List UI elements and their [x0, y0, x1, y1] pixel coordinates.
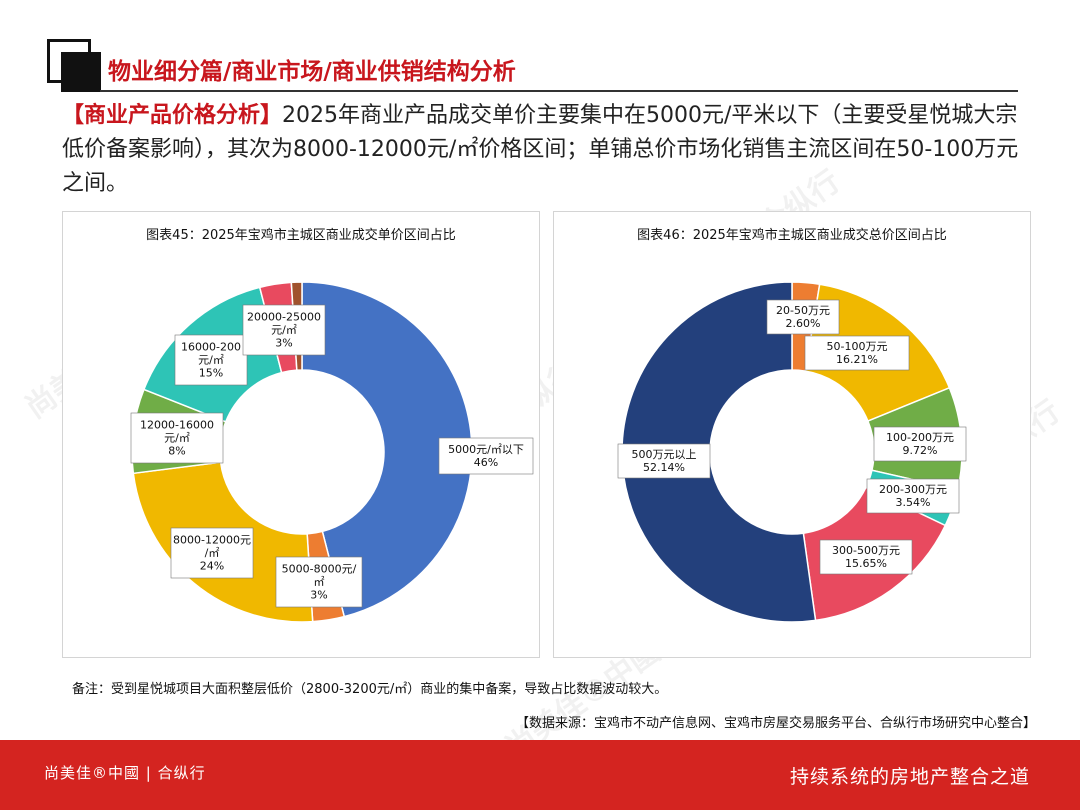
slice-label: 3.54% — [896, 496, 931, 509]
slice-label: 52.14% — [643, 461, 685, 474]
slice-label-box — [438, 437, 534, 475]
slice-label-box — [242, 304, 326, 356]
slice-label: 5000-8000元/ — [282, 563, 357, 576]
slice-label: 元/㎡ — [271, 324, 297, 337]
slice-label: /㎡ — [205, 547, 220, 560]
slice-label-box — [819, 539, 913, 575]
footer-slogan: 持续系统的房地产整合之道 — [789, 766, 1030, 788]
slice-label-box — [873, 426, 967, 462]
slice-label: 元/㎡ — [164, 432, 190, 445]
slice-label-box — [617, 443, 711, 479]
brand-logo-text: 尚美佳®中國 | 合纵行 — [44, 764, 206, 782]
slice-label: 24% — [200, 560, 224, 573]
slice-label: 9.72% — [903, 444, 938, 457]
slice-label: 20000-25000 — [247, 311, 321, 324]
header-square-filled — [61, 52, 101, 92]
slice-label: 20-50万元 — [776, 304, 830, 317]
intro-highlight: 【商业产品价格分析】 — [62, 103, 283, 128]
slice-label: 50-100万元 — [827, 340, 888, 353]
chart-title: 图表45：2025年宝鸡市主城区商业成交单价区间占比 — [146, 228, 456, 243]
slice-label-box — [804, 335, 910, 371]
slice-label: 5000元/㎡以下 — [448, 443, 524, 456]
slice-label: 15.65% — [845, 557, 887, 570]
donut-slice — [301, 281, 473, 618]
footnote: 备注：受到星悦城项目大面积整层低价（2800-3200元/㎡）商业的集中备案，导… — [72, 682, 668, 697]
slice-label: 200-300万元 — [879, 483, 947, 496]
donut-slice — [621, 281, 817, 623]
intro-paragraph: 【商业产品价格分析】2025年商业产品成交单价主要集中在5000元/平米以下（主… — [62, 99, 1022, 201]
slice-label: 3% — [275, 337, 292, 350]
slice-label-box — [766, 299, 840, 335]
slice-label: 46% — [474, 456, 498, 469]
chart-title: 图表46：2025年宝鸡市主城区商业成交总价区间占比 — [637, 228, 947, 243]
slice-label: 300-500万元 — [832, 544, 900, 557]
slice-label: 500万元以上 — [632, 448, 697, 461]
data-source: 【数据来源：宝鸡市不动产信息网、宝鸡市房屋交易服务平台、合纵行市场研究中心整合】 — [515, 716, 1036, 731]
slice-label-box — [866, 478, 960, 514]
slice-label: 100-200万元 — [886, 431, 954, 444]
slice-label: 16.21% — [836, 353, 878, 366]
slice-label-box — [275, 556, 363, 608]
footer-bar: 尚美佳®中國 | 合纵行 持续系统的房地产整合之道 — [0, 740, 1080, 810]
slice-label: ㎡ — [314, 576, 325, 589]
slice-label: 15% — [199, 367, 223, 380]
intro-text: 2025年商业产品成交单价主要集中在5000元/平米以下（主要受星悦城大宗低价备… — [62, 103, 1019, 196]
page-title: 物业细分篇/商业市场/商业供销结构分析 — [108, 59, 516, 85]
slice-label: 8000-12000元 — [173, 534, 251, 547]
slice-label: 元/㎡ — [198, 354, 224, 367]
slice-label-box — [170, 527, 254, 579]
total-price-chart-panel: 图表46：2025年宝鸡市主城区商业成交总价区间占比 20-50万元 2.60% 5… — [553, 211, 1031, 658]
slice-label: 3% — [310, 589, 327, 602]
slice-label-box — [174, 334, 248, 386]
slice-label: 2.60% — [786, 317, 821, 330]
header-divider — [100, 90, 1018, 92]
slice-label: 12000-16000 — [140, 419, 214, 432]
unit-price-donut-chart: 5000元/㎡以下46%5000-8000元/㎡3%8000-12000元/㎡2… — [130, 281, 534, 623]
unit-price-chart-panel: 图表45：2025年宝鸡市主城区商业成交单价区间占比 5000元/㎡以下 46% 5… — [62, 211, 540, 658]
slice-label-box — [130, 412, 224, 464]
slice-label: 8% — [168, 445, 185, 458]
slice-label: 16000-200 — [181, 341, 241, 354]
